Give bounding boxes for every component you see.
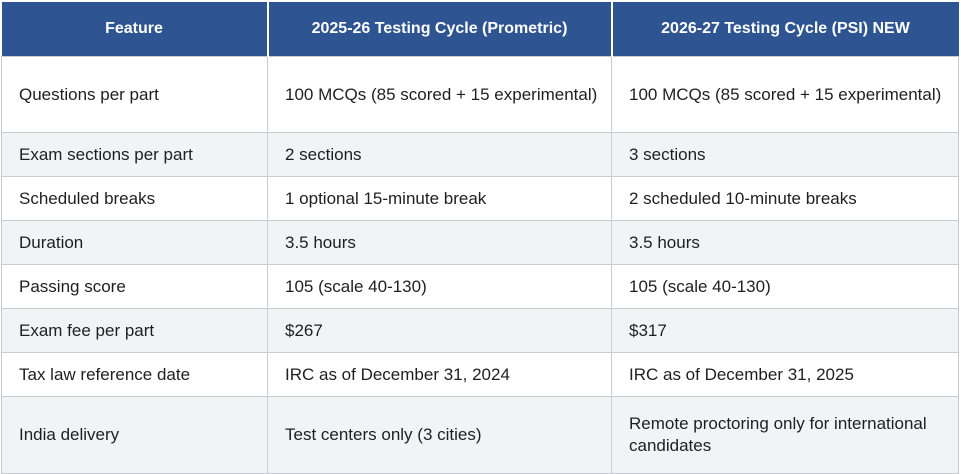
feature-cell: Questions per part xyxy=(1,56,268,133)
cycle-2026-cell: IRC as of December 31, 2025 xyxy=(611,352,959,397)
table-row: Exam sections per part 2 sections 3 sect… xyxy=(1,132,959,177)
cycle-2026-cell: 2 scheduled 10-minute breaks xyxy=(611,176,959,221)
feature-cell: Passing score xyxy=(1,264,268,309)
table-header-row: Feature 2025-26 Testing Cycle (Prometric… xyxy=(1,2,959,57)
feature-cell: Duration xyxy=(1,220,268,265)
cycle-2026-cell: 100 MCQs (85 scored + 15 experimental) xyxy=(611,56,959,133)
cycle-2026-cell: 3 sections xyxy=(611,132,959,177)
header-feature: Feature xyxy=(1,2,269,57)
cycle-2025-cell: $267 xyxy=(267,308,612,353)
cycle-2025-cell: 1 optional 15-minute break xyxy=(267,176,612,221)
feature-cell: India delivery xyxy=(1,396,268,474)
cycle-2025-cell: 3.5 hours xyxy=(267,220,612,265)
header-2026-27-cycle: 2026-27 Testing Cycle (PSI) NEW xyxy=(611,2,959,57)
cycle-2025-cell: Test centers only (3 cities) xyxy=(267,396,612,474)
table-row: Scheduled breaks 1 optional 15-minute br… xyxy=(1,176,959,221)
cycle-2026-cell: Remote proctoring only for international… xyxy=(611,396,959,474)
cycle-2025-cell: 2 sections xyxy=(267,132,612,177)
cycle-2025-cell: 100 MCQs (85 scored + 15 experimental) xyxy=(267,56,612,133)
feature-cell: Tax law reference date xyxy=(1,352,268,397)
table-row: Questions per part 100 MCQs (85 scored +… xyxy=(1,56,959,133)
table-row: Exam fee per part $267 $317 xyxy=(1,308,959,353)
table-row: Duration 3.5 hours 3.5 hours xyxy=(1,220,959,265)
table-row: Tax law reference date IRC as of Decembe… xyxy=(1,352,959,397)
cycle-2026-cell: 105 (scale 40-130) xyxy=(611,264,959,309)
cycle-2025-cell: 105 (scale 40-130) xyxy=(267,264,612,309)
cycle-2025-cell: IRC as of December 31, 2024 xyxy=(267,352,612,397)
feature-cell: Exam fee per part xyxy=(1,308,268,353)
cycle-2026-cell: $317 xyxy=(611,308,959,353)
feature-cell: Exam sections per part xyxy=(1,132,268,177)
table-row: Passing score 105 (scale 40-130) 105 (sc… xyxy=(1,264,959,309)
table-row: India delivery Test centers only (3 citi… xyxy=(1,396,959,474)
header-2025-26-cycle: 2025-26 Testing Cycle (Prometric) xyxy=(267,2,613,57)
cycle-2026-cell: 3.5 hours xyxy=(611,220,959,265)
feature-cell: Scheduled breaks xyxy=(1,176,268,221)
